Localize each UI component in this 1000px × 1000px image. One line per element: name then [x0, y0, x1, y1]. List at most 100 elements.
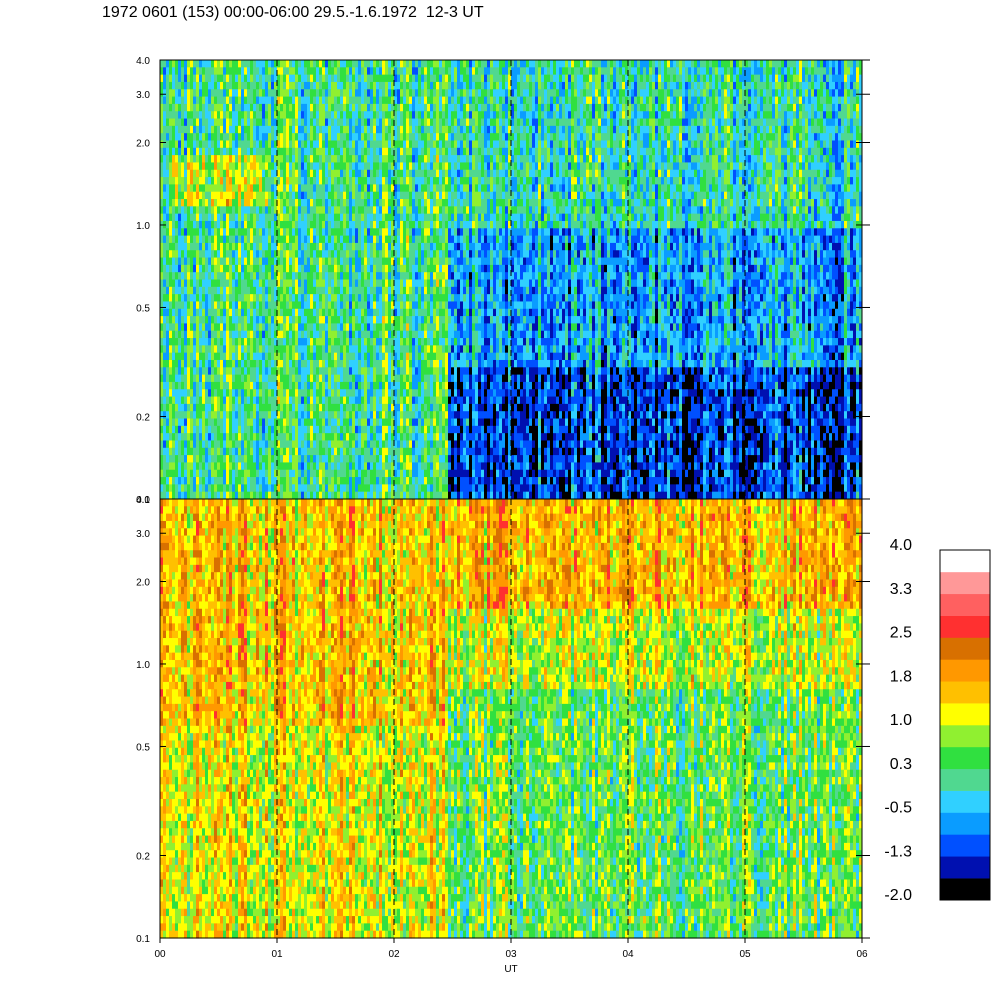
heatmap-cell: [169, 359, 172, 368]
heatmap-cell: [232, 389, 235, 398]
heatmap-cell: [232, 177, 235, 185]
heatmap-cell: [247, 235, 250, 244]
heatmap-cell: [247, 250, 250, 259]
heatmap-cell: [298, 462, 301, 471]
heatmap-cell: [160, 89, 163, 98]
heatmap-cell: [361, 367, 364, 376]
heatmap-cell: [226, 389, 229, 398]
heatmap-cell: [268, 440, 271, 449]
heatmap-cell: [277, 323, 280, 332]
heatmap-cell: [199, 169, 202, 178]
heatmap-cell: [277, 352, 280, 361]
heatmap-cell: [373, 169, 376, 178]
heatmap-cell: [310, 352, 313, 361]
heatmap-cell: [376, 191, 379, 200]
heatmap-cell: [382, 220, 385, 229]
heatmap-cell: [205, 206, 208, 215]
heatmap-cell: [370, 359, 373, 368]
heatmap-cell: [352, 103, 355, 112]
heatmap-cell: [367, 411, 370, 420]
heatmap-cell: [313, 67, 316, 76]
heatmap-cell: [370, 199, 373, 207]
heatmap-cell: [391, 374, 394, 383]
heatmap-cell: [166, 330, 169, 339]
heatmap-cell: [349, 228, 352, 237]
heatmap-cell: [280, 191, 283, 200]
heatmap-cell: [304, 125, 307, 134]
heatmap-cell: [178, 74, 181, 83]
heatmap-cell: [313, 206, 316, 215]
heatmap-cell: [184, 264, 187, 273]
heatmap-cell: [355, 133, 358, 142]
heatmap-cell: [307, 469, 310, 478]
heatmap-cell: [313, 272, 316, 281]
heatmap-cell: [379, 359, 382, 368]
heatmap-cell: [289, 147, 292, 156]
heatmap-cell: [307, 338, 310, 346]
heatmap-cell: [250, 418, 253, 427]
heatmap-cell: [169, 125, 172, 134]
heatmap-cell: [361, 403, 364, 412]
heatmap-cell: [214, 345, 217, 354]
heatmap-cell: [175, 433, 178, 442]
heatmap-cell: [181, 133, 184, 142]
heatmap-cell: [229, 140, 232, 149]
heatmap-cell: [400, 133, 403, 142]
heatmap-cell: [355, 403, 358, 412]
heatmap-cell: [193, 389, 196, 398]
heatmap-cell: [274, 425, 277, 434]
heatmap-cell: [190, 447, 193, 456]
heatmap-cell: [349, 74, 352, 83]
heatmap-cell: [310, 96, 313, 105]
heatmap-cell: [217, 403, 220, 412]
heatmap-cell: [172, 418, 175, 427]
heatmap-cell: [166, 352, 169, 361]
heatmap-cell: [262, 308, 265, 317]
heatmap-cell: [301, 257, 304, 266]
heatmap-cell: [292, 440, 295, 449]
heatmap-cell: [166, 286, 169, 295]
heatmap-cell: [268, 323, 271, 332]
heatmap-cell: [400, 140, 403, 149]
heatmap-cell: [346, 60, 349, 68]
heatmap-cell: [226, 469, 229, 478]
heatmap-cell: [379, 184, 382, 193]
heatmap-cell: [325, 272, 328, 281]
heatmap-cell: [289, 403, 292, 412]
heatmap-cell: [199, 125, 202, 134]
heatmap-cell: [178, 206, 181, 215]
heatmap-cell: [400, 242, 403, 251]
heatmap-cell: [280, 89, 283, 98]
heatmap-cell: [256, 272, 259, 281]
heatmap-cell: [328, 418, 331, 427]
heatmap-cell: [352, 455, 355, 464]
heatmap-cell: [379, 67, 382, 76]
heatmap-cell: [268, 484, 271, 493]
heatmap-cell: [367, 155, 370, 164]
heatmap-cell: [325, 133, 328, 142]
heatmap-cell: [205, 169, 208, 178]
heatmap-cell: [385, 447, 388, 456]
heatmap-cell: [271, 250, 274, 259]
heatmap-cell: [364, 484, 367, 493]
heatmap-cell: [364, 469, 367, 478]
heatmap-cell: [319, 133, 322, 142]
heatmap-cell: [241, 367, 244, 376]
heatmap-cell: [184, 455, 187, 464]
heatmap-cell: [247, 425, 250, 434]
heatmap-cell: [256, 184, 259, 193]
heatmap-cell: [355, 469, 358, 478]
heatmap-cell: [190, 206, 193, 215]
heatmap-cell: [193, 323, 196, 332]
heatmap-cell: [331, 279, 334, 288]
heatmap-cell: [346, 184, 349, 193]
heatmap-cell: [409, 140, 412, 149]
heatmap-cell: [370, 228, 373, 237]
heatmap-cell: [280, 294, 283, 303]
heatmap-cell: [166, 294, 169, 303]
heatmap-cell: [241, 206, 244, 215]
heatmap-cell: [229, 220, 232, 229]
heatmap-cell: [193, 330, 196, 339]
heatmap-cell: [259, 345, 262, 354]
heatmap-cell: [250, 147, 253, 156]
